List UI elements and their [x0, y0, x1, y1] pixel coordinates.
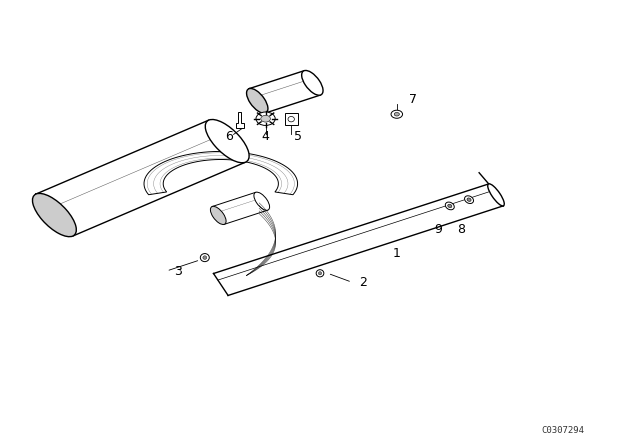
Ellipse shape [445, 202, 454, 210]
Text: 5: 5 [294, 130, 301, 143]
Polygon shape [36, 120, 246, 236]
Polygon shape [249, 71, 321, 113]
Ellipse shape [391, 110, 403, 118]
Ellipse shape [211, 207, 226, 224]
Polygon shape [285, 113, 298, 125]
Ellipse shape [394, 112, 399, 116]
Text: 7: 7 [409, 93, 417, 106]
Ellipse shape [319, 271, 322, 275]
Ellipse shape [33, 194, 76, 237]
Text: 6: 6 [225, 130, 233, 143]
Polygon shape [236, 112, 244, 128]
Ellipse shape [465, 196, 474, 203]
Ellipse shape [256, 112, 275, 125]
Text: 2: 2 [360, 276, 367, 289]
Ellipse shape [467, 198, 471, 201]
Ellipse shape [203, 256, 207, 259]
Ellipse shape [254, 192, 269, 210]
Text: 1: 1 [393, 246, 401, 260]
Text: C0307294: C0307294 [541, 426, 585, 435]
Text: 8: 8 [457, 223, 465, 236]
Text: 3: 3 [174, 264, 182, 278]
Text: 4: 4 [262, 130, 269, 143]
Text: 9: 9 [435, 223, 442, 236]
Ellipse shape [261, 115, 270, 122]
Polygon shape [212, 192, 268, 224]
Ellipse shape [301, 70, 323, 95]
Ellipse shape [205, 120, 249, 163]
Ellipse shape [488, 184, 504, 206]
Ellipse shape [448, 204, 452, 207]
Ellipse shape [200, 254, 209, 262]
Ellipse shape [316, 270, 324, 277]
Polygon shape [144, 151, 298, 195]
Ellipse shape [246, 88, 268, 113]
